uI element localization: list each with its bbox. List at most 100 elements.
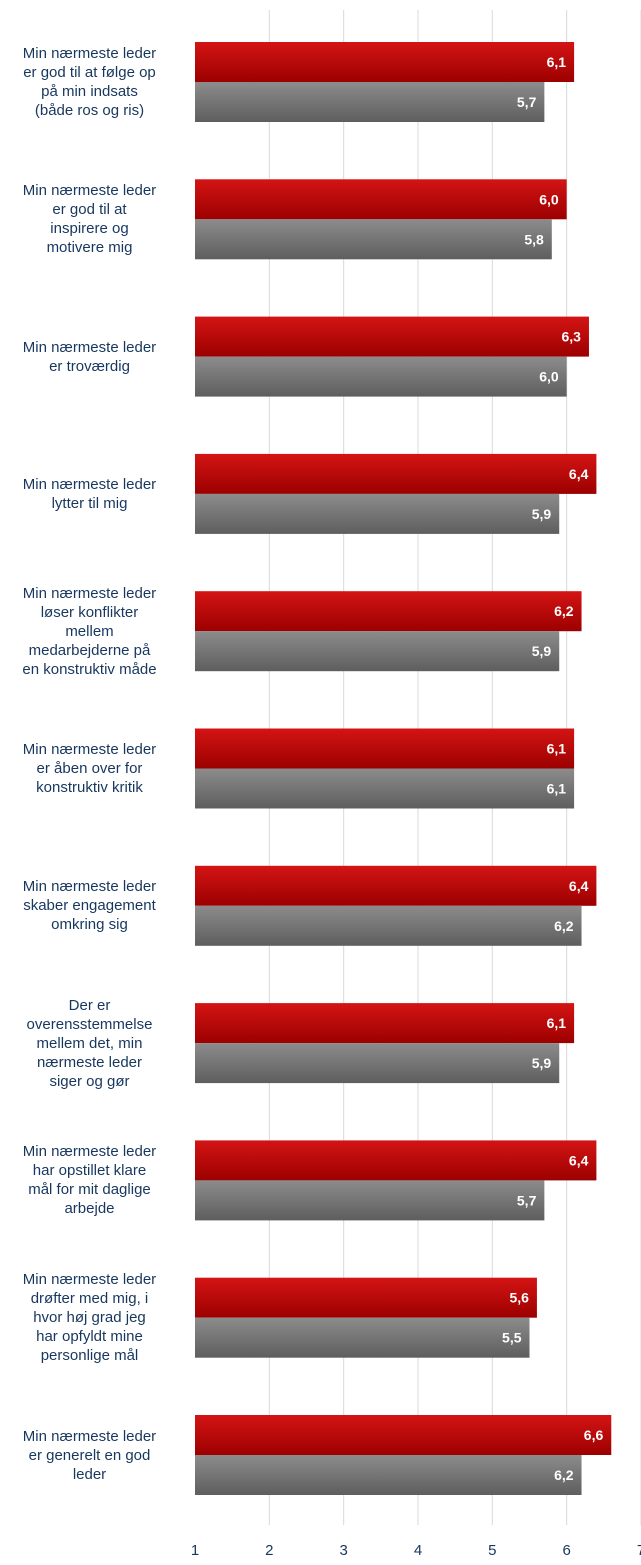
category-label-line: mellem	[65, 622, 114, 640]
category-label-line: er generelt en god	[28, 1446, 151, 1464]
series-2-bar	[195, 1455, 582, 1495]
category-label-line: mål for mit daglige	[28, 1181, 151, 1199]
x-tick-label: 1	[191, 1542, 199, 1559]
data-label: 6,3	[561, 329, 581, 345]
category-label-line: Min nærmeste leder	[22, 1271, 157, 1289]
series-2-bar	[195, 905, 582, 946]
x-tick-label: 2	[265, 1542, 273, 1559]
category-label-line: er åben over for	[36, 760, 143, 777]
data-label: 6,2	[554, 603, 574, 619]
series-2-bar	[195, 493, 560, 534]
data-label: 5,9	[532, 506, 552, 522]
category-label-line: er troværdig	[49, 357, 130, 375]
category-label: Min nærmeste leder lytter til mig	[2, 475, 177, 513]
series-2-bar	[195, 356, 567, 397]
data-label: 5,8	[524, 231, 544, 247]
category-label: Min nærmeste leder har opstillet klare mål…	[2, 1142, 177, 1218]
data-label: 5,9	[532, 643, 552, 659]
data-label: 6,1	[547, 54, 567, 70]
category-label: Min nærmeste leder drøfter med mig, i hvor…	[2, 1270, 177, 1365]
category-label-line: nærmeste leder	[36, 1053, 143, 1071]
data-label: 6,6	[584, 1427, 604, 1443]
series-2-bar	[195, 631, 560, 672]
category-label-line: har opfyldt mine	[36, 1328, 143, 1346]
category-label: Min nærmeste leder er troværdig	[2, 338, 177, 376]
category-label: Min nærmeste leder er god til at inspirere…	[2, 181, 177, 257]
category-label-line: en konstruktiv måde	[22, 660, 157, 678]
series-2-bar	[195, 1180, 545, 1221]
category-label-line: Min nærmeste leder	[22, 338, 157, 356]
category-label-line: Min nærmeste leder	[22, 475, 157, 493]
data-label: 5,7	[517, 94, 537, 110]
data-label: 6,4	[569, 466, 589, 482]
data-label: 5,6	[509, 1290, 529, 1306]
data-label: 6,2	[554, 1467, 574, 1483]
category-label-line: lytter til mig	[51, 494, 128, 512]
series-1-bar	[195, 42, 575, 82]
series-1-bar	[195, 591, 582, 632]
data-label: 6,1	[547, 781, 567, 797]
category-label-line: hvor høj grad jeg	[33, 1309, 146, 1327]
category-label: Min nærmeste leder skaber engagement omkri…	[2, 877, 177, 934]
category-label: Min nærmeste leder er generelt en god lede…	[2, 1427, 177, 1484]
category-label-line: (både ros og ris)	[34, 102, 145, 119]
series-1-bar	[195, 1003, 575, 1044]
category-label-line: Der er	[68, 996, 111, 1014]
series-1-bar	[195, 1277, 537, 1318]
category-label-line: inspirere og	[50, 220, 129, 238]
series-1-bar	[195, 1140, 597, 1181]
category-label-line: mellem det, min	[36, 1034, 143, 1052]
category-label-line: siger og gør	[49, 1072, 130, 1090]
category-label-line: konstruktiv kritik	[36, 779, 143, 796]
category-label: Der er overensstemmelse mellem det, min nær…	[2, 996, 177, 1091]
category-label-line: personlige mål	[40, 1347, 139, 1365]
category-label: Min nærmeste leder er åben over for konstr…	[2, 740, 177, 797]
x-tick-label: 3	[339, 1542, 347, 1559]
series-2-bar	[195, 82, 545, 122]
category-label-line: er god til at	[52, 201, 127, 219]
category-label-line: overensstemmelse	[26, 1015, 153, 1033]
category-label: Min nærmeste leder er god til at følge op…	[2, 44, 177, 120]
series-1-bar	[195, 453, 597, 494]
data-label: 6,1	[547, 1015, 567, 1031]
category-label-line: leder	[72, 1465, 107, 1483]
category-label-line: medarbejderne på	[28, 641, 151, 659]
category-label-line: på min indsats	[41, 83, 138, 100]
category-label-line: Min nærmeste leder	[22, 878, 157, 896]
category-label-line: Min nærmeste leder	[22, 1143, 157, 1161]
category-label-line: Min nærmeste leder	[22, 584, 157, 602]
data-label: 5,9	[532, 1055, 552, 1071]
data-label: 5,5	[502, 1330, 522, 1346]
x-tick-label: 6	[562, 1542, 570, 1559]
data-label: 6,0	[539, 191, 559, 207]
category-label-line: løser konflikter	[40, 603, 139, 621]
category-label-line: Min nærmeste leder	[22, 45, 157, 62]
data-label: 6,4	[569, 878, 589, 894]
data-label: 6,4	[569, 1152, 589, 1168]
category-label-line: omkring sig	[51, 916, 128, 934]
series-2-bar	[195, 1043, 560, 1084]
category-label-line: drøfter med mig, i	[30, 1290, 149, 1308]
category-label-line: Min nærmeste leder	[22, 182, 157, 200]
category-label-line: Min nærmeste leder	[22, 741, 157, 758]
category-label-line: er god til at følge op	[23, 64, 156, 81]
data-label: 5,7	[517, 1192, 537, 1208]
series-1-bar	[195, 865, 597, 906]
category-label-line: motivere mig	[46, 239, 133, 257]
category-label: Min nærmeste leder løser konflikter mellem…	[2, 584, 177, 679]
series-2-bar	[195, 1317, 530, 1358]
x-tick-label: 5	[488, 1542, 496, 1559]
data-label: 6,2	[554, 918, 574, 934]
series-1-bar	[195, 316, 589, 357]
x-tick-label: 7	[637, 1542, 641, 1559]
series-1-bar	[195, 728, 575, 769]
category-label-line: Min nærmeste leder	[22, 1427, 157, 1445]
x-tick-label: 4	[414, 1542, 422, 1559]
category-label-line: arbejde	[64, 1200, 115, 1218]
series-1-bar	[195, 1415, 612, 1455]
data-label: 6,1	[547, 741, 567, 757]
series-2-bar	[195, 219, 552, 260]
data-label: 6,0	[539, 369, 559, 385]
series-2-bar	[195, 768, 575, 809]
